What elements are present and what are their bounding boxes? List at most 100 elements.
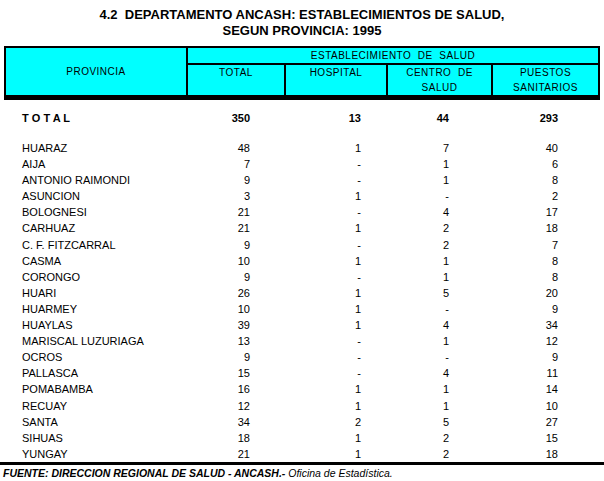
table-row: ANTONIO RAIMONDI 9 - 1 8 xyxy=(4,172,600,188)
header-centro-line2: SALUD xyxy=(388,80,491,95)
cell-provincia: CASMA xyxy=(4,253,184,269)
cell-provincia: CARHUAZ xyxy=(4,220,184,236)
cell-puestos: 14 xyxy=(491,381,600,397)
header-group-section: ESTABLECIMIENTO DE SALUD TOTAL HOSPITAL … xyxy=(188,48,598,95)
cell-provincia: YUNGAY xyxy=(4,446,184,462)
cell-total: 13 xyxy=(184,333,284,349)
table-row: HUAYLAS 39 1 4 34 xyxy=(4,317,600,333)
cell-puestos: 2 xyxy=(491,188,600,204)
cell-provincia: RECUAY xyxy=(4,398,184,414)
cell-provincia: HUARI xyxy=(4,285,184,301)
cell-puestos: 17 xyxy=(491,204,600,220)
source-footnote-office: Oficina de Estadística. xyxy=(285,467,392,479)
cell-centro: 4 xyxy=(386,317,491,333)
cell-hospital: - xyxy=(284,237,386,253)
source-footnote-label: FUENTE: DIRECCION REGIONAL DE SALUD - AN… xyxy=(3,467,285,479)
table-row: ASUNCION 3 1 - 2 xyxy=(4,188,600,204)
table-row: HUARAZ 48 1 7 40 xyxy=(4,140,600,156)
cell-centro: - xyxy=(386,301,491,317)
cell-puestos: 9 xyxy=(491,301,600,317)
cell-hospital: 2 xyxy=(284,414,386,430)
cell-centro: 2 xyxy=(386,237,491,253)
table-row: PALLASCA 15 - 4 11 xyxy=(4,365,600,381)
cell-puestos: 8 xyxy=(491,253,600,269)
total-row-centro: 44 xyxy=(386,110,491,126)
header-centro-line1: CENTRO DE xyxy=(388,65,491,80)
cell-hospital: 1 xyxy=(284,398,386,414)
cell-centro: 1 xyxy=(386,398,491,414)
table-row: SIHUAS 18 1 2 15 xyxy=(4,430,600,446)
cell-centro: - xyxy=(386,188,491,204)
cell-centro: 1 xyxy=(386,269,491,285)
cell-hospital: 1 xyxy=(284,220,386,236)
cell-centro: 2 xyxy=(386,220,491,236)
table-row: CORONGO 9 - 1 8 xyxy=(4,269,600,285)
cell-provincia: AIJA xyxy=(4,156,184,172)
cell-centro: 1 xyxy=(386,172,491,188)
document-page: 4.2 DEPARTAMENTO ANCASH: ESTABLECIMIENTO… xyxy=(0,0,604,481)
table-row: HUARMEY 10 1 - 9 xyxy=(4,301,600,317)
cell-total: 15 xyxy=(184,365,284,381)
cell-provincia: MARISCAL LUZURIAGA xyxy=(4,333,184,349)
table-body: HUARAZ 48 1 7 40 AIJA 7 - 1 6 ANTONIO RA… xyxy=(4,140,600,462)
cell-total: 12 xyxy=(184,398,284,414)
cell-hospital: - xyxy=(284,269,386,285)
cell-centro: 1 xyxy=(386,381,491,397)
cell-puestos: 18 xyxy=(491,220,600,236)
header-establecimiento-group: ESTABLECIMIENTO DE SALUD xyxy=(188,48,598,65)
header-puestos-line2: SANITARIOS xyxy=(493,80,598,95)
cell-total: 21 xyxy=(184,446,284,462)
cell-hospital: - xyxy=(284,365,386,381)
cell-provincia: SIHUAS xyxy=(4,430,184,446)
table-row: POMABAMBA 16 1 1 14 xyxy=(4,381,600,397)
cell-hospital: 1 xyxy=(284,430,386,446)
cell-hospital: - xyxy=(284,333,386,349)
header-provincia: PROVINCIA xyxy=(6,48,188,95)
header-total: TOTAL xyxy=(188,65,286,95)
cell-total: 3 xyxy=(184,188,284,204)
cell-provincia: C. F. FITZCARRAL xyxy=(4,237,184,253)
cell-total: 18 xyxy=(184,430,284,446)
cell-centro: 4 xyxy=(386,365,491,381)
table-row: BOLOGNESI 21 - 4 17 xyxy=(4,204,600,220)
cell-centro: 7 xyxy=(386,140,491,156)
total-row-hospital: 13 xyxy=(284,110,386,126)
cell-total: 16 xyxy=(184,381,284,397)
cell-total: 21 xyxy=(184,220,284,236)
header-centro-de-salud: CENTRO DE SALUD xyxy=(388,65,493,95)
cell-hospital: 1 xyxy=(284,140,386,156)
cell-puestos: 10 xyxy=(491,398,600,414)
table-row: C. F. FITZCARRAL 9 - 2 7 xyxy=(4,237,600,253)
cell-puestos: 8 xyxy=(491,269,600,285)
cell-puestos: 12 xyxy=(491,333,600,349)
header-hospital-line1: HOSPITAL xyxy=(286,65,386,80)
cell-hospital: - xyxy=(284,172,386,188)
header-puestos-sanitarios: PUESTOS SANITARIOS xyxy=(493,65,598,95)
table-row: HUARI 26 1 5 20 xyxy=(4,285,600,301)
header-total-line1: TOTAL xyxy=(188,65,284,80)
cell-hospital: - xyxy=(284,156,386,172)
cell-hospital: - xyxy=(284,204,386,220)
cell-provincia: BOLOGNESI xyxy=(4,204,184,220)
cell-total: 26 xyxy=(184,285,284,301)
cell-provincia: OCROS xyxy=(4,349,184,365)
cell-provincia: HUARAZ xyxy=(4,140,184,156)
cell-centro: 5 xyxy=(386,285,491,301)
cell-centro: 2 xyxy=(386,446,491,462)
total-row-puestos: 293 xyxy=(491,110,600,126)
cell-total: 39 xyxy=(184,317,284,333)
cell-hospital: 1 xyxy=(284,317,386,333)
header-subcolumns: TOTAL HOSPITAL CENTRO DE SALUD PUESTOS S… xyxy=(188,65,598,95)
cell-total: 9 xyxy=(184,172,284,188)
cell-puestos: 40 xyxy=(491,140,600,156)
cell-total: 9 xyxy=(184,349,284,365)
table-body-wrap: T O T A L 350 13 44 293 HUARAZ 48 1 7 40… xyxy=(4,110,600,462)
cell-centro: 5 xyxy=(386,414,491,430)
header-provincia-label: PROVINCIA xyxy=(66,66,126,77)
cell-total: 34 xyxy=(184,414,284,430)
header-hospital: HOSPITAL xyxy=(286,65,388,95)
cell-provincia: SANTA xyxy=(4,414,184,430)
table-row: CASMA 10 1 1 8 xyxy=(4,253,600,269)
total-row-label: T O T A L xyxy=(4,110,184,126)
table-row: RECUAY 12 1 1 10 xyxy=(4,398,600,414)
